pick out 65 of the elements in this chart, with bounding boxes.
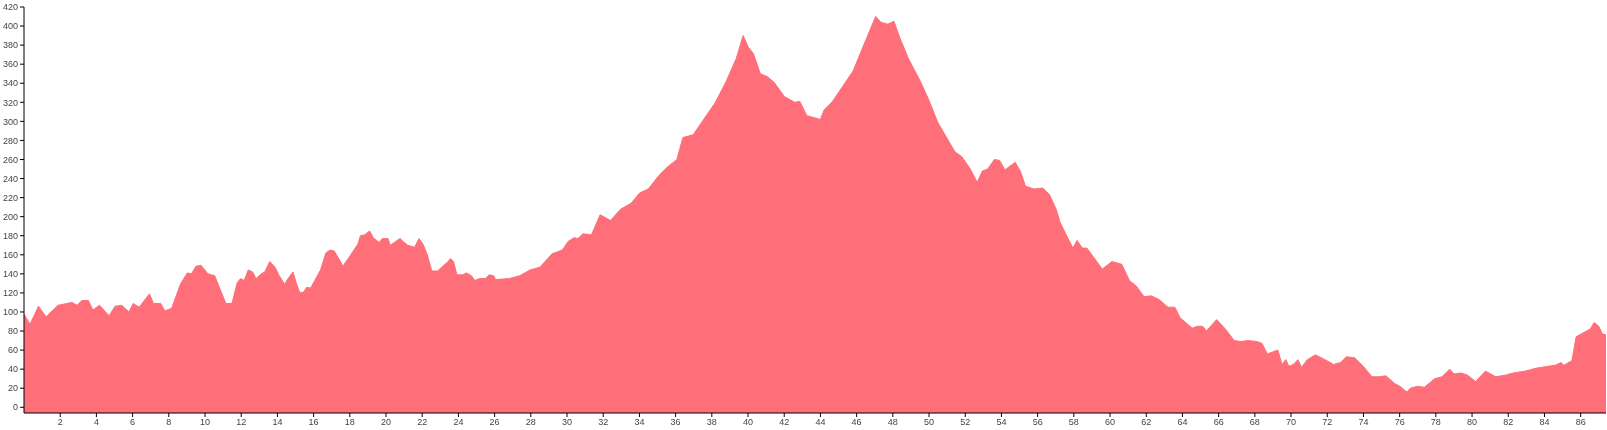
x-tick-label: 68 xyxy=(1249,417,1260,428)
y-tick-label: 200 xyxy=(2,211,18,222)
y-tick-label: 240 xyxy=(2,173,18,184)
x-tick-label: 72 xyxy=(1322,417,1333,428)
x-tick-label: 8 xyxy=(166,417,172,428)
x-tick-label: 46 xyxy=(851,417,862,428)
x-tick-label: 84 xyxy=(1539,417,1550,428)
y-tick-label: 180 xyxy=(2,230,18,241)
x-tick-label: 48 xyxy=(887,417,898,428)
y-tick-label: 120 xyxy=(2,288,18,299)
x-tick-label: 70 xyxy=(1286,417,1297,428)
x-tick-label: 66 xyxy=(1213,417,1224,428)
x-tick-label: 20 xyxy=(381,417,392,428)
y-tick-label: 360 xyxy=(2,59,18,70)
x-tick-label: 26 xyxy=(489,417,500,428)
x-tick-label: 10 xyxy=(200,417,211,428)
x-tick-label: 52 xyxy=(960,417,971,428)
x-tick-label: 60 xyxy=(1105,417,1116,428)
y-tick-label: 80 xyxy=(7,326,18,337)
x-tick-label: 50 xyxy=(924,417,935,428)
x-tick-label: 36 xyxy=(670,417,681,428)
y-tick-label: 60 xyxy=(7,345,18,356)
y-tick-label: 100 xyxy=(2,307,18,318)
x-tick-label: 74 xyxy=(1358,417,1369,428)
y-tick-label: 220 xyxy=(2,192,18,203)
y-tick-label: 260 xyxy=(2,154,18,165)
x-tick-label: 4 xyxy=(93,417,99,428)
x-tick-label: 2 xyxy=(57,417,63,428)
x-tick-label: 78 xyxy=(1430,417,1441,428)
y-tick-label: 0 xyxy=(12,402,18,413)
x-tick-label: 42 xyxy=(779,417,790,428)
y-tick-label: 280 xyxy=(2,135,18,146)
x-tick-label: 22 xyxy=(417,417,428,428)
x-tick-label: 34 xyxy=(634,417,645,428)
y-tick-label: 40 xyxy=(7,364,18,375)
x-tick-label: 18 xyxy=(344,417,355,428)
x-tick-label: 24 xyxy=(453,417,464,428)
x-tick-label: 16 xyxy=(308,417,319,428)
x-tick-label: 14 xyxy=(272,417,283,428)
y-tick-label: 400 xyxy=(2,21,18,32)
y-tick-label: 340 xyxy=(2,78,18,89)
x-tick-label: 64 xyxy=(1177,417,1188,428)
x-tick-label: 40 xyxy=(743,417,754,428)
x-tick-label: 28 xyxy=(525,417,536,428)
x-tick-label: 44 xyxy=(815,417,826,428)
y-tick-label: 160 xyxy=(2,249,18,260)
y-tick-label: 140 xyxy=(2,269,18,280)
y-tick-label: 320 xyxy=(2,97,18,108)
x-tick-label: 38 xyxy=(706,417,717,428)
x-tick-label: 6 xyxy=(130,417,136,428)
x-tick-label: 58 xyxy=(1068,417,1079,428)
x-tick-label: 82 xyxy=(1503,417,1514,428)
x-tick-label: 86 xyxy=(1575,417,1586,428)
x-tick-label: 30 xyxy=(562,417,573,428)
y-tick-label: 380 xyxy=(2,40,18,51)
x-tick-label: 62 xyxy=(1141,417,1152,428)
y-tick-label: 300 xyxy=(2,116,18,127)
y-tick-label: 20 xyxy=(7,383,18,394)
x-tick-label: 54 xyxy=(996,417,1007,428)
x-tick-label: 12 xyxy=(236,417,247,428)
y-tick-label: 420 xyxy=(2,2,18,13)
x-tick-label: 80 xyxy=(1467,417,1478,428)
x-tick-label: 32 xyxy=(598,417,609,428)
x-tick-label: 56 xyxy=(1032,417,1043,428)
x-tick-label: 76 xyxy=(1394,417,1405,428)
